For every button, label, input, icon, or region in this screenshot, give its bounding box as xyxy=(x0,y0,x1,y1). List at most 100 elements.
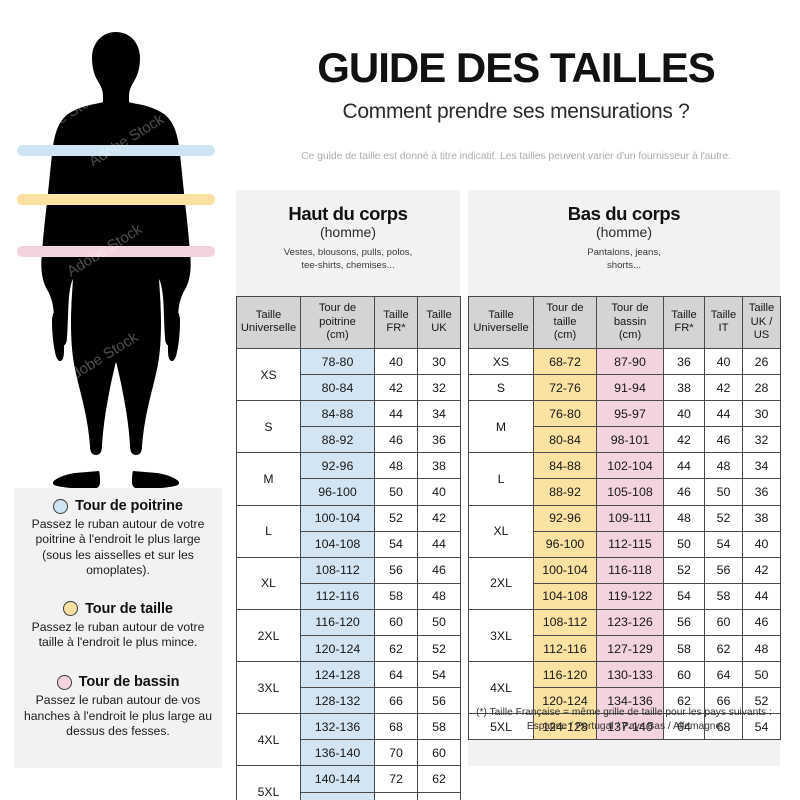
table-row: XS 78-80 40 30 xyxy=(236,347,461,402)
cell: 44 xyxy=(742,582,781,610)
cell: 64 xyxy=(704,661,743,689)
legend-item-waist: Tour de taille Passez le ruban autour de… xyxy=(14,579,222,651)
table-row: 144-1487464 xyxy=(237,791,461,800)
cell: 88-92 xyxy=(533,478,597,506)
cell: 50 xyxy=(704,478,743,506)
cell: 56 xyxy=(663,608,705,637)
cell: 105-108 xyxy=(596,478,664,506)
cell: 108-112 xyxy=(300,556,375,584)
table-row: 80-84 98-101 42 46 32 xyxy=(469,426,781,454)
lower-body-items-line1: Pantalons, jeans, xyxy=(587,247,661,258)
cell: 40 xyxy=(663,400,705,428)
column-header-0: Taille Universelle xyxy=(468,296,534,349)
cell: 54 xyxy=(742,713,781,741)
cell: 58 xyxy=(704,582,743,610)
size-label-5XL: 5XL xyxy=(468,713,534,741)
table-row: M 92-96 48 38 xyxy=(236,452,461,506)
legend-desc-chest: Passez le ruban autour de votre poitrine… xyxy=(31,517,205,578)
table-row: XL 108-112 56 46 xyxy=(236,556,461,610)
cell: 54 xyxy=(417,661,461,689)
cell: 92-96 xyxy=(533,504,597,532)
waist-color-dot xyxy=(63,601,79,616)
cell: 100-104 xyxy=(300,504,375,532)
body-shape xyxy=(41,32,191,489)
cell: 36 xyxy=(742,478,781,506)
cell: 78-80 xyxy=(300,347,375,376)
cell: 116-120 xyxy=(300,608,375,637)
legend-item-hip: Tour de bassin Passez le ruban autour de… xyxy=(14,650,222,739)
size-label-4XL: 4XL xyxy=(236,713,301,767)
cell: 54 xyxy=(374,530,418,558)
table-row: XS 68-72 87-90 36 40 26 xyxy=(468,347,781,376)
silhouette-svg xyxy=(17,32,215,489)
cell: 62 xyxy=(704,634,743,663)
table-row: S 72-76 91-94 38 42 28 xyxy=(468,374,781,402)
size-label-4XL: 4XL xyxy=(468,661,534,715)
cell: 98-101 xyxy=(596,426,664,454)
cell: 62 xyxy=(374,634,418,663)
measurement-legend: Tour de poitrine Passez le ruban autour … xyxy=(14,488,222,768)
cell: 116-118 xyxy=(596,556,664,584)
page-title: GUIDE DES TAILLES xyxy=(317,44,716,91)
table-row: 112-116 58 48 xyxy=(237,582,461,610)
upper-body-title: Haut du corps xyxy=(288,203,408,224)
cell: 123-126 xyxy=(596,608,664,637)
cell: 104-108 xyxy=(300,530,375,558)
cell: 48 xyxy=(704,452,743,480)
cell: 44 xyxy=(417,530,461,558)
cell: 56 xyxy=(374,556,418,584)
cell: 58 xyxy=(663,634,705,663)
table-row: 3XL 124-128 64 54 xyxy=(236,661,461,715)
cell: 119-122 xyxy=(596,582,664,610)
chest-band xyxy=(17,145,215,156)
upper-body-items-line1: Vestes, blousons, pulls, polos, xyxy=(283,247,413,258)
cell: 96-100 xyxy=(300,478,375,506)
cell: 54 xyxy=(663,582,705,610)
cell: 56 xyxy=(417,687,461,715)
cell: 80-84 xyxy=(300,374,375,402)
cell: 95-97 xyxy=(596,400,664,428)
table-row: 136-140 70 60 xyxy=(237,739,461,767)
cell: 50 xyxy=(663,530,705,558)
body-silhouette: Adobe Stock Adobe Stock Adobe Stock Adob… xyxy=(0,20,232,490)
cell: 36 xyxy=(663,347,705,376)
size-label-L: L xyxy=(468,452,534,506)
cell: 109-111 xyxy=(596,504,664,532)
size-label-L: L xyxy=(236,504,301,558)
upper-body-subtitle: (homme) xyxy=(319,224,376,240)
cell: 48 xyxy=(663,504,705,532)
table-row: L 100-104 52 42 xyxy=(236,504,461,558)
table-row: 112-116 127-129 58 62 48 xyxy=(469,634,781,663)
cell: 52 xyxy=(374,504,418,532)
cell: 100-104 xyxy=(533,556,597,584)
cell: 88-92 xyxy=(300,426,375,454)
column-header-3: Taille UK xyxy=(417,296,461,349)
cell: 42 xyxy=(417,504,461,532)
cell: 84-88 xyxy=(300,400,375,428)
size-label-XS: XS xyxy=(236,347,301,402)
cell: 40 xyxy=(742,530,781,558)
cell: 112-116 xyxy=(533,634,597,663)
cell: 40 xyxy=(417,478,461,506)
cell: 32 xyxy=(742,426,781,454)
cell: 42 xyxy=(374,374,418,402)
cell: 144-148 xyxy=(300,791,375,800)
lower-body-items-line2: shorts... xyxy=(606,259,642,271)
cell: 60 xyxy=(704,608,743,637)
size-label-2XL: 2XL xyxy=(236,608,301,663)
upper-body-table-head: Taille Universelle Tour de poitrine (cm) Tail… xyxy=(236,296,461,349)
cell: 48 xyxy=(742,634,781,663)
cell: 56 xyxy=(704,556,743,584)
disclaimer-text: Ce guide de taille est donné à titre ind… xyxy=(301,150,731,162)
size-label-XS: XS xyxy=(468,347,534,376)
table-row: 2XL 116-120 60 50 xyxy=(236,608,461,663)
cell: 46 xyxy=(704,426,743,454)
cell: 74 xyxy=(374,791,418,800)
cell: 60 xyxy=(374,608,418,637)
cell: 38 xyxy=(663,374,705,402)
waist-band xyxy=(17,194,215,205)
table-row: 96-100 50 40 xyxy=(237,478,461,506)
column-header-0: Taille Universelle xyxy=(236,296,301,349)
table-row: 104-108 54 44 xyxy=(237,530,461,558)
